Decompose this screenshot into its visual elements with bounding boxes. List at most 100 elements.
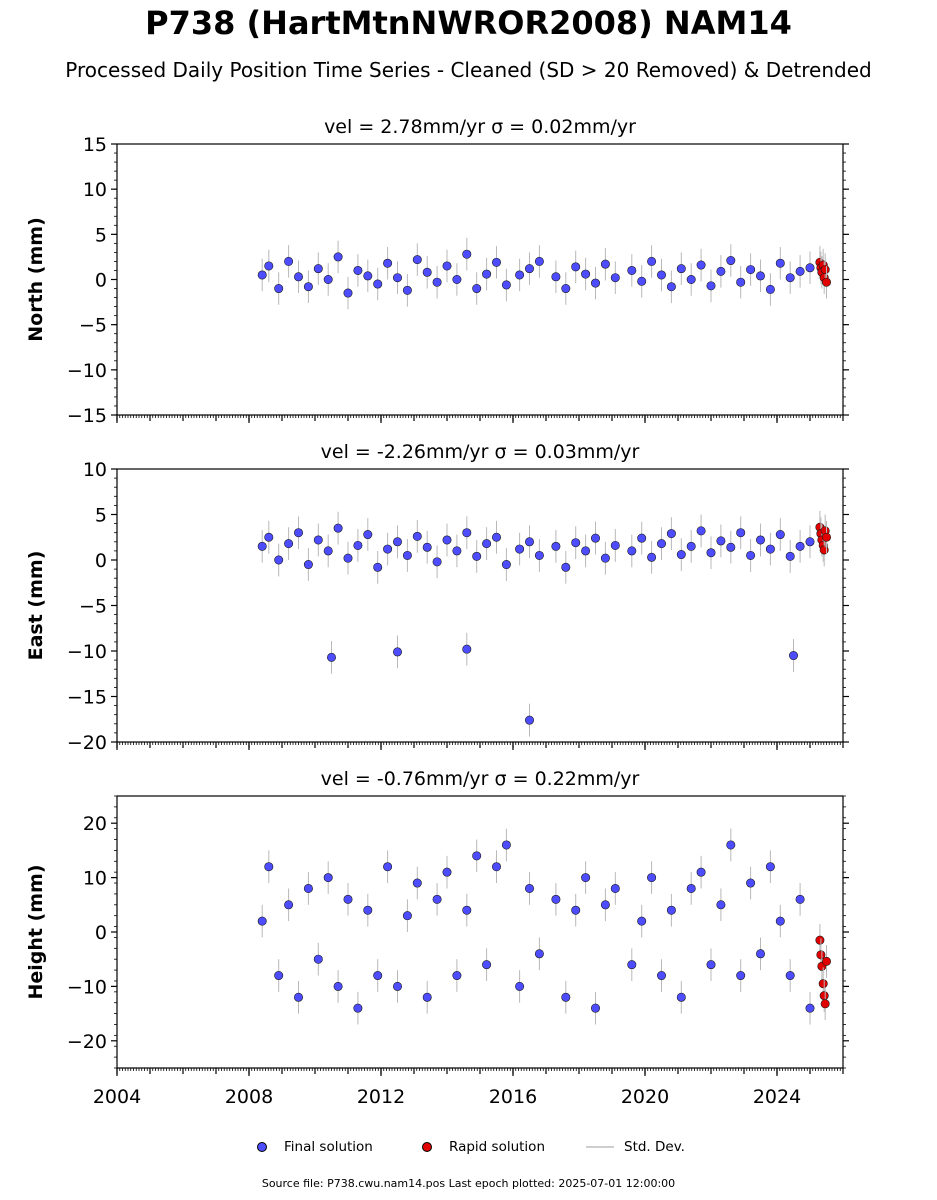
y-tick-label: 0 [95, 550, 107, 572]
final-point [343, 288, 353, 298]
final-point [515, 981, 525, 991]
final-point [637, 916, 647, 926]
final-point [795, 894, 805, 904]
final-point [392, 647, 402, 657]
y-tick-label: 20 [83, 813, 107, 835]
y-tick-label: −20 [67, 732, 107, 754]
final-point [353, 1003, 363, 1013]
final-point [755, 271, 765, 281]
std-dev-line-icon [586, 1146, 614, 1148]
y-tick-label: −15 [67, 405, 107, 427]
final-point [627, 546, 637, 556]
final-point [462, 644, 472, 654]
rapid-point [819, 545, 829, 555]
final-point [524, 264, 534, 274]
final-point [412, 255, 422, 265]
final-point [452, 274, 462, 284]
final-point [482, 960, 492, 970]
final-point [432, 557, 442, 567]
final-point [676, 550, 686, 560]
final-point [491, 862, 501, 872]
final-point [363, 530, 373, 540]
final-point [326, 652, 336, 662]
final-point [482, 269, 492, 279]
final-point [293, 272, 303, 282]
final-point [303, 560, 313, 570]
rapid-solution-series [815, 923, 831, 1021]
source-footer: Source file: P738.cwu.nam14.pos Last epo… [261, 1177, 676, 1190]
rapid-solution-series [815, 246, 831, 299]
final-point [726, 840, 736, 850]
y-tick-label: −5 [79, 315, 107, 337]
final-point [666, 282, 676, 292]
final-point [696, 260, 706, 270]
legend-std-label: Std. Dev. [624, 1139, 685, 1155]
final-point [363, 271, 373, 281]
page-subtitle: Processed Daily Position Time Series - C… [65, 58, 872, 82]
final-point [736, 971, 746, 981]
final-point [402, 911, 412, 921]
y-axis-label: Height (mm) [25, 864, 47, 999]
final-point [647, 552, 657, 562]
final-point [647, 256, 657, 266]
y-tick-label: 10 [83, 459, 107, 481]
final-point [264, 532, 274, 542]
y-tick-label: −10 [67, 976, 107, 998]
final-point [551, 894, 561, 904]
final-point [610, 883, 620, 893]
final-point [534, 550, 544, 560]
final-point [353, 265, 363, 275]
y-tick-label: 10 [83, 179, 107, 201]
final-point [313, 535, 323, 545]
final-point [412, 531, 422, 541]
final-point [432, 894, 442, 904]
final-point [716, 266, 726, 276]
y-axis-label: North (mm) [25, 217, 47, 342]
final-point [333, 981, 343, 991]
final-point [581, 873, 591, 883]
final-point [524, 537, 534, 547]
page-title: P738 (HartMtnNWROR2008) NAM14 [145, 4, 792, 42]
final-point [610, 273, 620, 283]
final-point [452, 971, 462, 981]
final-point [805, 263, 815, 273]
rapid-point [815, 935, 825, 945]
rapid-point [820, 999, 830, 1009]
y-tick-label: 15 [83, 134, 107, 156]
final-point [795, 541, 805, 551]
final-point [676, 992, 686, 1002]
final-point [716, 536, 726, 546]
final-point [303, 883, 313, 893]
final-point [313, 264, 323, 274]
y-tick-label: 10 [83, 868, 107, 890]
final-point [442, 261, 452, 271]
final-point [775, 530, 785, 540]
final-point [274, 555, 284, 565]
final-point [610, 540, 620, 550]
rapid-point [818, 979, 828, 989]
final-point [515, 270, 525, 280]
legend-rapid-solution: Rapid solution [422, 1137, 545, 1157]
y-tick-label: 0 [95, 922, 107, 944]
final-point [392, 537, 402, 547]
final-point [501, 840, 511, 850]
final-point [590, 533, 600, 543]
final-point [571, 905, 581, 915]
final-point [785, 551, 795, 561]
final-point [805, 1003, 815, 1013]
final-point [746, 550, 756, 560]
final-point [647, 873, 657, 883]
final-point [755, 949, 765, 959]
final-solution-series [257, 828, 815, 1025]
y-tick-label: −15 [67, 687, 107, 709]
final-point [442, 535, 452, 545]
final-point [432, 277, 442, 287]
final-point [392, 981, 402, 991]
final-point [600, 259, 610, 269]
final-point [412, 878, 422, 888]
plot-frame [116, 143, 844, 416]
panel-title: vel = -0.76mm/yr σ = 0.22mm/yr [321, 768, 640, 790]
final-point [666, 529, 676, 539]
final-point [353, 540, 363, 550]
